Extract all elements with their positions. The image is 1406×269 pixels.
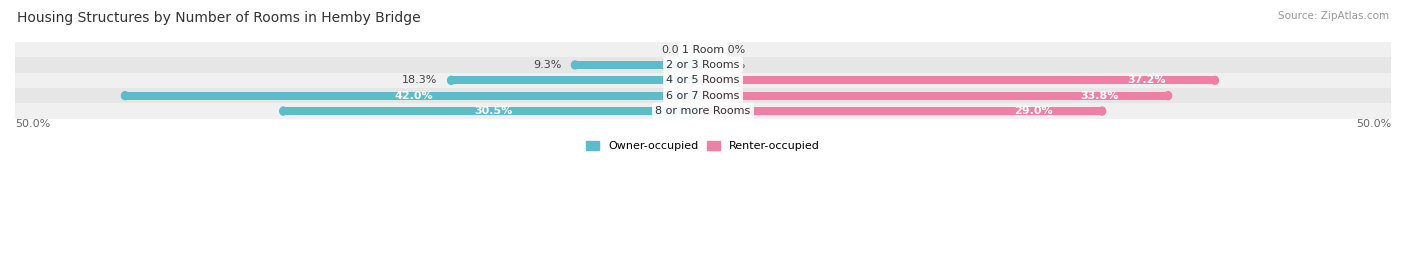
Text: 50.0%: 50.0% <box>1355 119 1391 129</box>
Bar <box>15 73 1391 88</box>
Text: 8 or more Rooms: 8 or more Rooms <box>655 106 751 116</box>
Text: 4 or 5 Rooms: 4 or 5 Rooms <box>666 75 740 85</box>
Bar <box>451 76 703 84</box>
Text: Source: ZipAtlas.com: Source: ZipAtlas.com <box>1278 11 1389 21</box>
Circle shape <box>699 61 707 69</box>
Text: 50.0%: 50.0% <box>15 119 51 129</box>
Circle shape <box>699 76 707 84</box>
Circle shape <box>699 107 707 115</box>
Text: 0.0%: 0.0% <box>661 45 689 55</box>
Text: 9.3%: 9.3% <box>533 60 561 70</box>
Text: 2 or 3 Rooms: 2 or 3 Rooms <box>666 60 740 70</box>
Text: 1 Room: 1 Room <box>682 45 724 55</box>
Circle shape <box>699 92 707 100</box>
Bar <box>703 107 1102 115</box>
Circle shape <box>1164 92 1171 100</box>
Circle shape <box>280 107 287 115</box>
Text: 29.0%: 29.0% <box>1014 106 1053 116</box>
Circle shape <box>699 76 707 84</box>
Text: 0.0%: 0.0% <box>717 45 745 55</box>
Text: Housing Structures by Number of Rooms in Hemby Bridge: Housing Structures by Number of Rooms in… <box>17 11 420 25</box>
Circle shape <box>571 61 579 69</box>
Text: 30.5%: 30.5% <box>474 106 512 116</box>
Text: 37.2%: 37.2% <box>1126 75 1166 85</box>
Bar <box>125 92 703 100</box>
Text: 18.3%: 18.3% <box>402 75 437 85</box>
Circle shape <box>447 76 454 84</box>
Legend: Owner-occupied, Renter-occupied: Owner-occupied, Renter-occupied <box>581 136 825 155</box>
Bar <box>15 57 1391 73</box>
Bar <box>703 76 1215 84</box>
Circle shape <box>699 107 707 115</box>
Bar <box>15 88 1391 103</box>
Circle shape <box>1212 76 1219 84</box>
Bar <box>284 107 703 115</box>
Text: 0.0%: 0.0% <box>717 60 745 70</box>
Bar <box>15 42 1391 57</box>
Text: 6 or 7 Rooms: 6 or 7 Rooms <box>666 91 740 101</box>
Circle shape <box>699 92 707 100</box>
Bar <box>575 61 703 69</box>
Bar <box>703 92 1168 100</box>
Text: 33.8%: 33.8% <box>1080 91 1119 101</box>
Circle shape <box>1098 107 1105 115</box>
Bar <box>15 103 1391 119</box>
Circle shape <box>121 92 129 100</box>
Text: 42.0%: 42.0% <box>395 91 433 101</box>
